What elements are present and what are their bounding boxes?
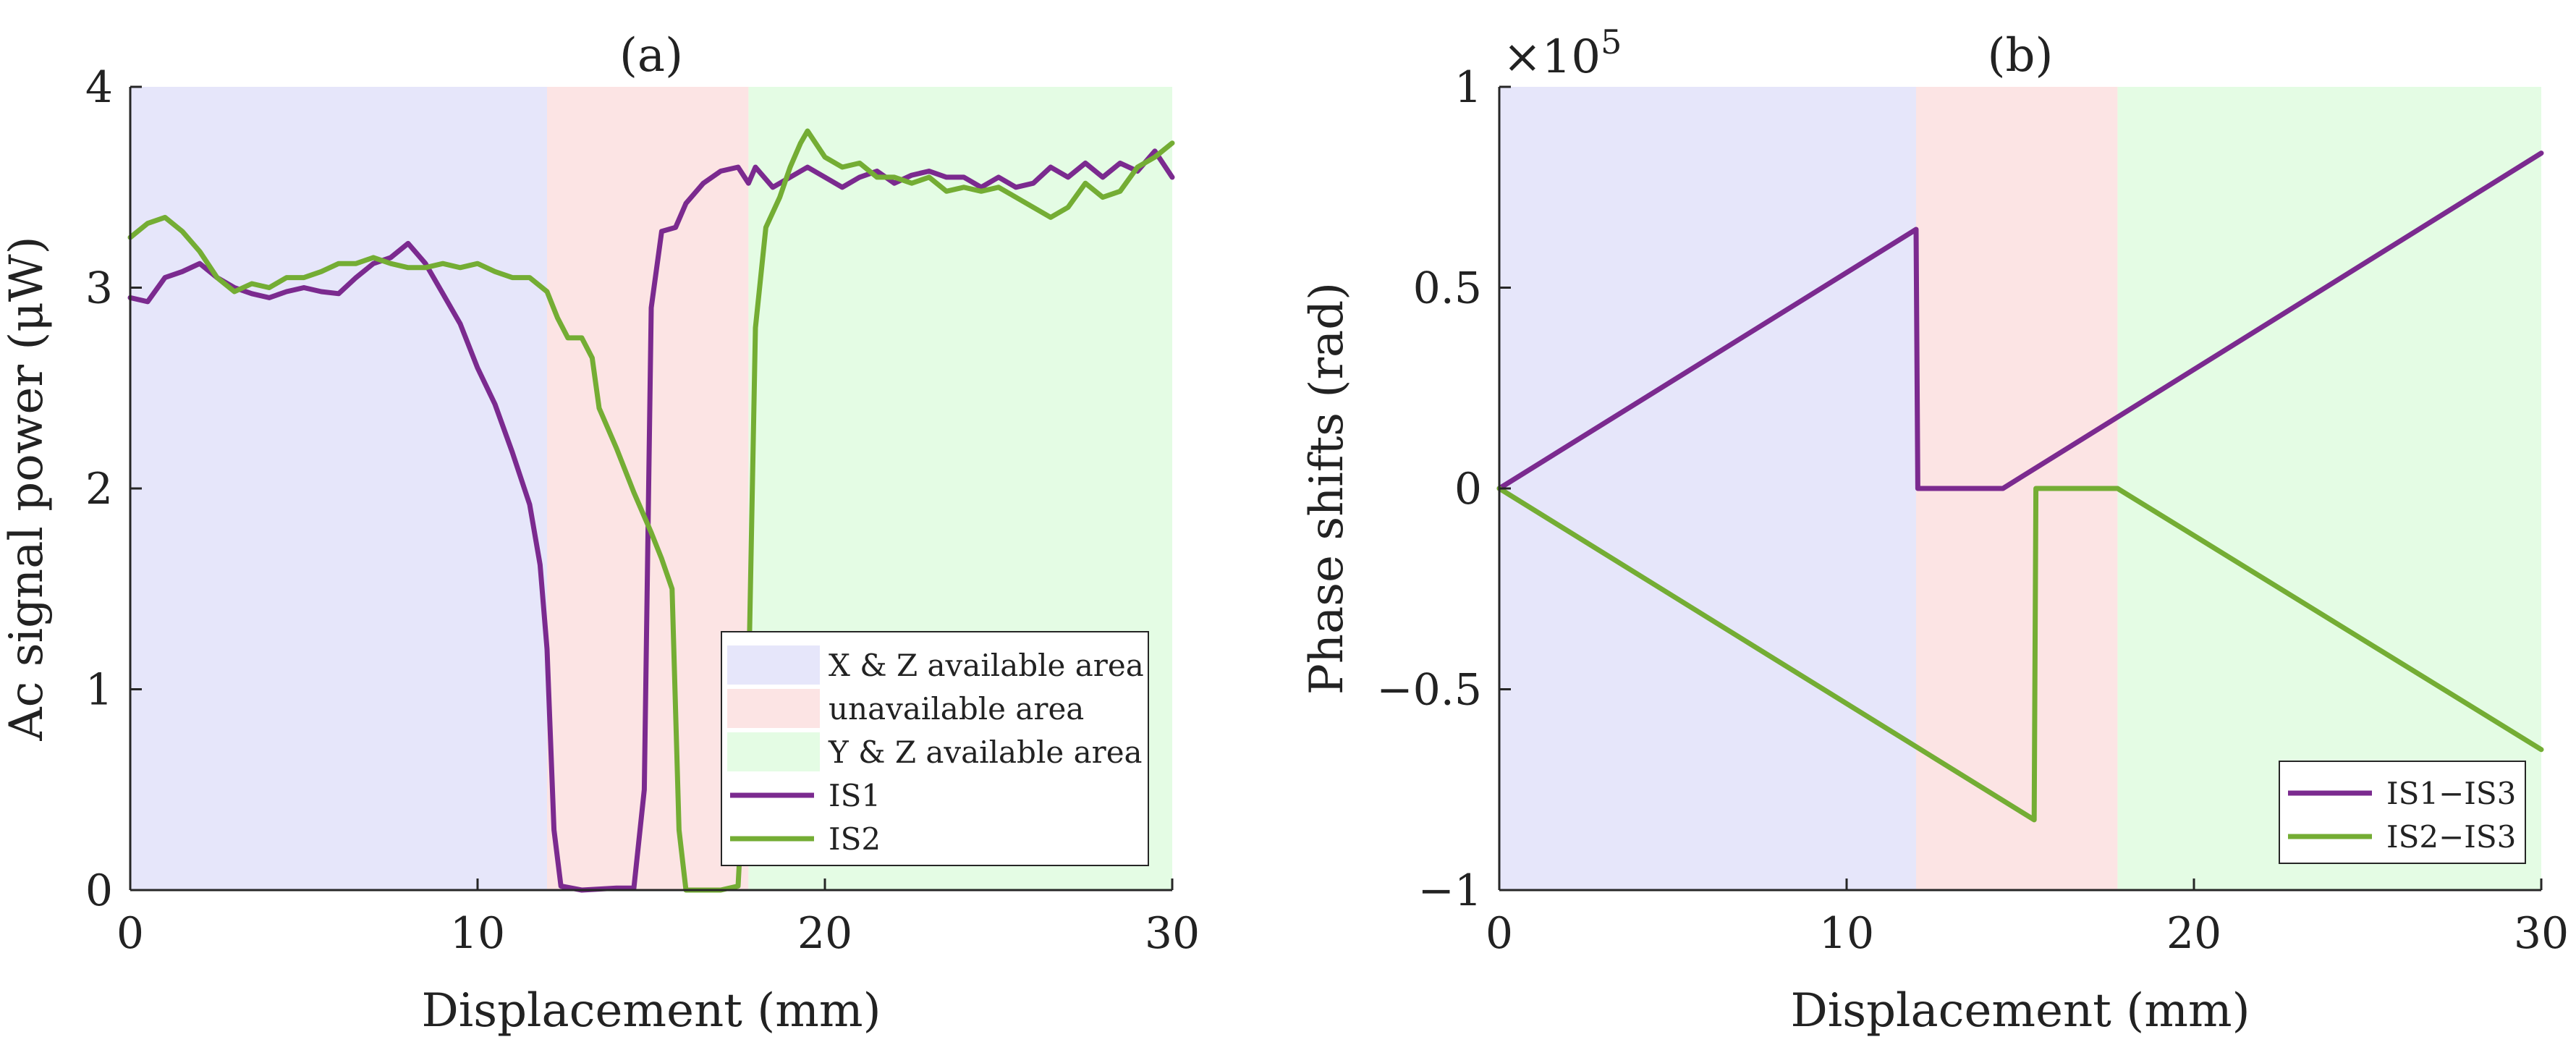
y-tick-label-b-1: −0.5 [1376,665,1482,716]
series-line-b-1 [1496,486,2544,823]
legend-swatch-a-0 [727,645,820,685]
exponent-base: ×10 [1503,30,1601,84]
legend-label-a-2: Y & Z available area [828,734,1143,770]
y-tick-label-a-4: 4 [85,62,113,113]
x-tick-label-a-0: 0 [116,908,144,959]
x-tick-label-a-3: 30 [1145,908,1200,959]
chart-title-b: (b) [1988,29,2054,82]
legend-label-a-0: X & Z available area [829,648,1144,683]
y-tick-label-a-0: 0 [85,865,113,916]
exponent-label-b: ×105 [1503,22,1622,84]
region-b-0 [1499,87,1916,890]
exponent-power: 5 [1601,22,1622,62]
y-tick-label-b-3: 0.5 [1413,263,1482,314]
legend-b: IS1−IS3 IS2−IS3 [2279,761,2526,864]
chart-a: 0 10 20 30 0 1 2 3 4 (a) Displacement (mm) Ac signa… [0,29,1200,1038]
x-axis-label-a: Displacement (mm) [421,984,881,1038]
chart-title-a: (a) [619,29,683,82]
legend-swatch-a-2 [727,732,820,771]
series-line-b-0 [1496,151,2544,491]
y-tick-label-a-1: 1 [85,665,113,716]
y-axis-label-b: Phase shifts (rad) [1300,282,1354,695]
chart-b: 0 10 20 30 −1 −0.5 0 0.5 1 (b) Displacement (mm) Ph… [1300,22,2569,1038]
y-axis-label-a: Ac signal power (μW) [0,236,54,741]
y-tick-label-b-2: 0 [1454,464,1482,515]
x-tick-label-a-2: 20 [797,908,852,959]
legend-label-a-4: IS2 [829,821,881,857]
series-line-a-1 [127,128,1175,893]
legend-box-b [2279,761,2526,864]
legend-a: X & Z available area unavailable area Y & … [721,631,1149,866]
region-b-2 [2117,87,2541,890]
legend-label-b-0: IS1−IS3 [2386,776,2516,811]
y-tick-label-b-0: −1 [1418,865,1482,916]
x-tick-label-b-2: 20 [2166,908,2221,959]
y-tick-label-a-3: 3 [85,263,113,314]
x-tick-label-b-1: 10 [1819,908,1874,959]
x-axis-label-b: Displacement (mm) [1790,984,2250,1038]
legend-label-a-3: IS1 [829,778,881,813]
x-tick-label-a-1: 10 [450,908,505,959]
legend-label-a-1: unavailable area [829,691,1084,727]
y-tick-label-a-2: 2 [85,464,113,515]
x-tick-label-b-0: 0 [1486,908,1513,959]
series-line-a-0 [127,148,1175,893]
legend-swatch-a-1 [727,689,820,728]
legend-label-b-1: IS2−IS3 [2386,819,2516,855]
y-tick-label-b-4: 1 [1454,62,1482,113]
x-tick-label-b-3: 30 [2514,908,2569,959]
region-a-0 [130,87,547,890]
